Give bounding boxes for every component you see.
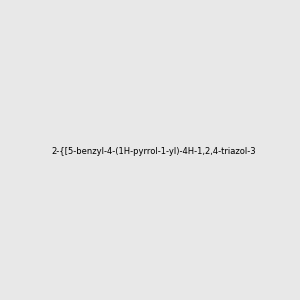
Text: 2-{[5-benzyl-4-(1H-pyrrol-1-yl)-4H-1,2,4-triazol-3: 2-{[5-benzyl-4-(1H-pyrrol-1-yl)-4H-1,2,4… (51, 147, 256, 156)
